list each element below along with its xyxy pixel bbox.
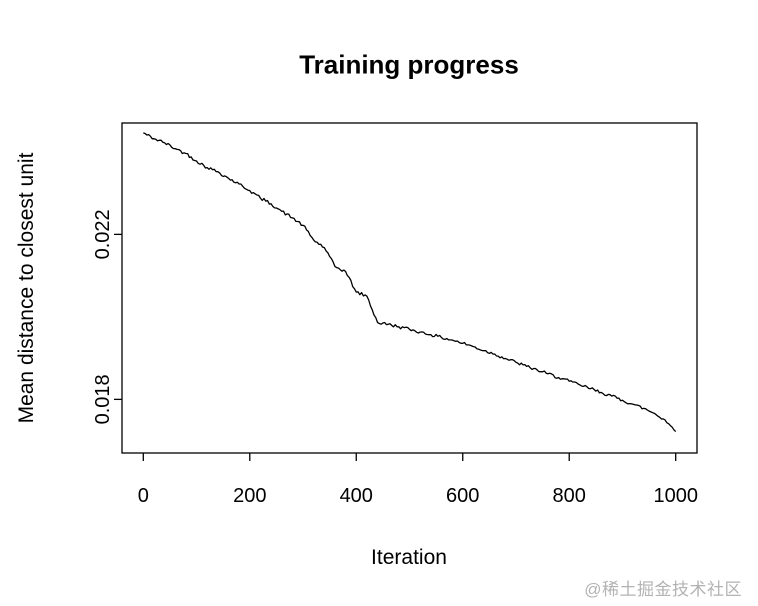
y-tick-label: 0.018 [92,374,114,424]
x-axis-label: Iteration [371,546,447,569]
x-tick-label: 200 [233,485,266,507]
x-tick-label: 600 [446,485,479,507]
x-tick-label: 0 [138,485,149,507]
training-curve-line [143,132,677,433]
y-tick-label: 0.022 [92,209,114,259]
watermark: @稀土掘金技术社区 [584,580,742,599]
chart-title: Training progress [299,49,519,80]
x-tick-label: 1000 [653,485,698,507]
x-tick-label: 400 [340,485,373,507]
y-axis-label: Mean distance to closest unit [15,152,38,424]
x-tick-label: 800 [553,485,586,507]
plot-border [121,122,698,454]
